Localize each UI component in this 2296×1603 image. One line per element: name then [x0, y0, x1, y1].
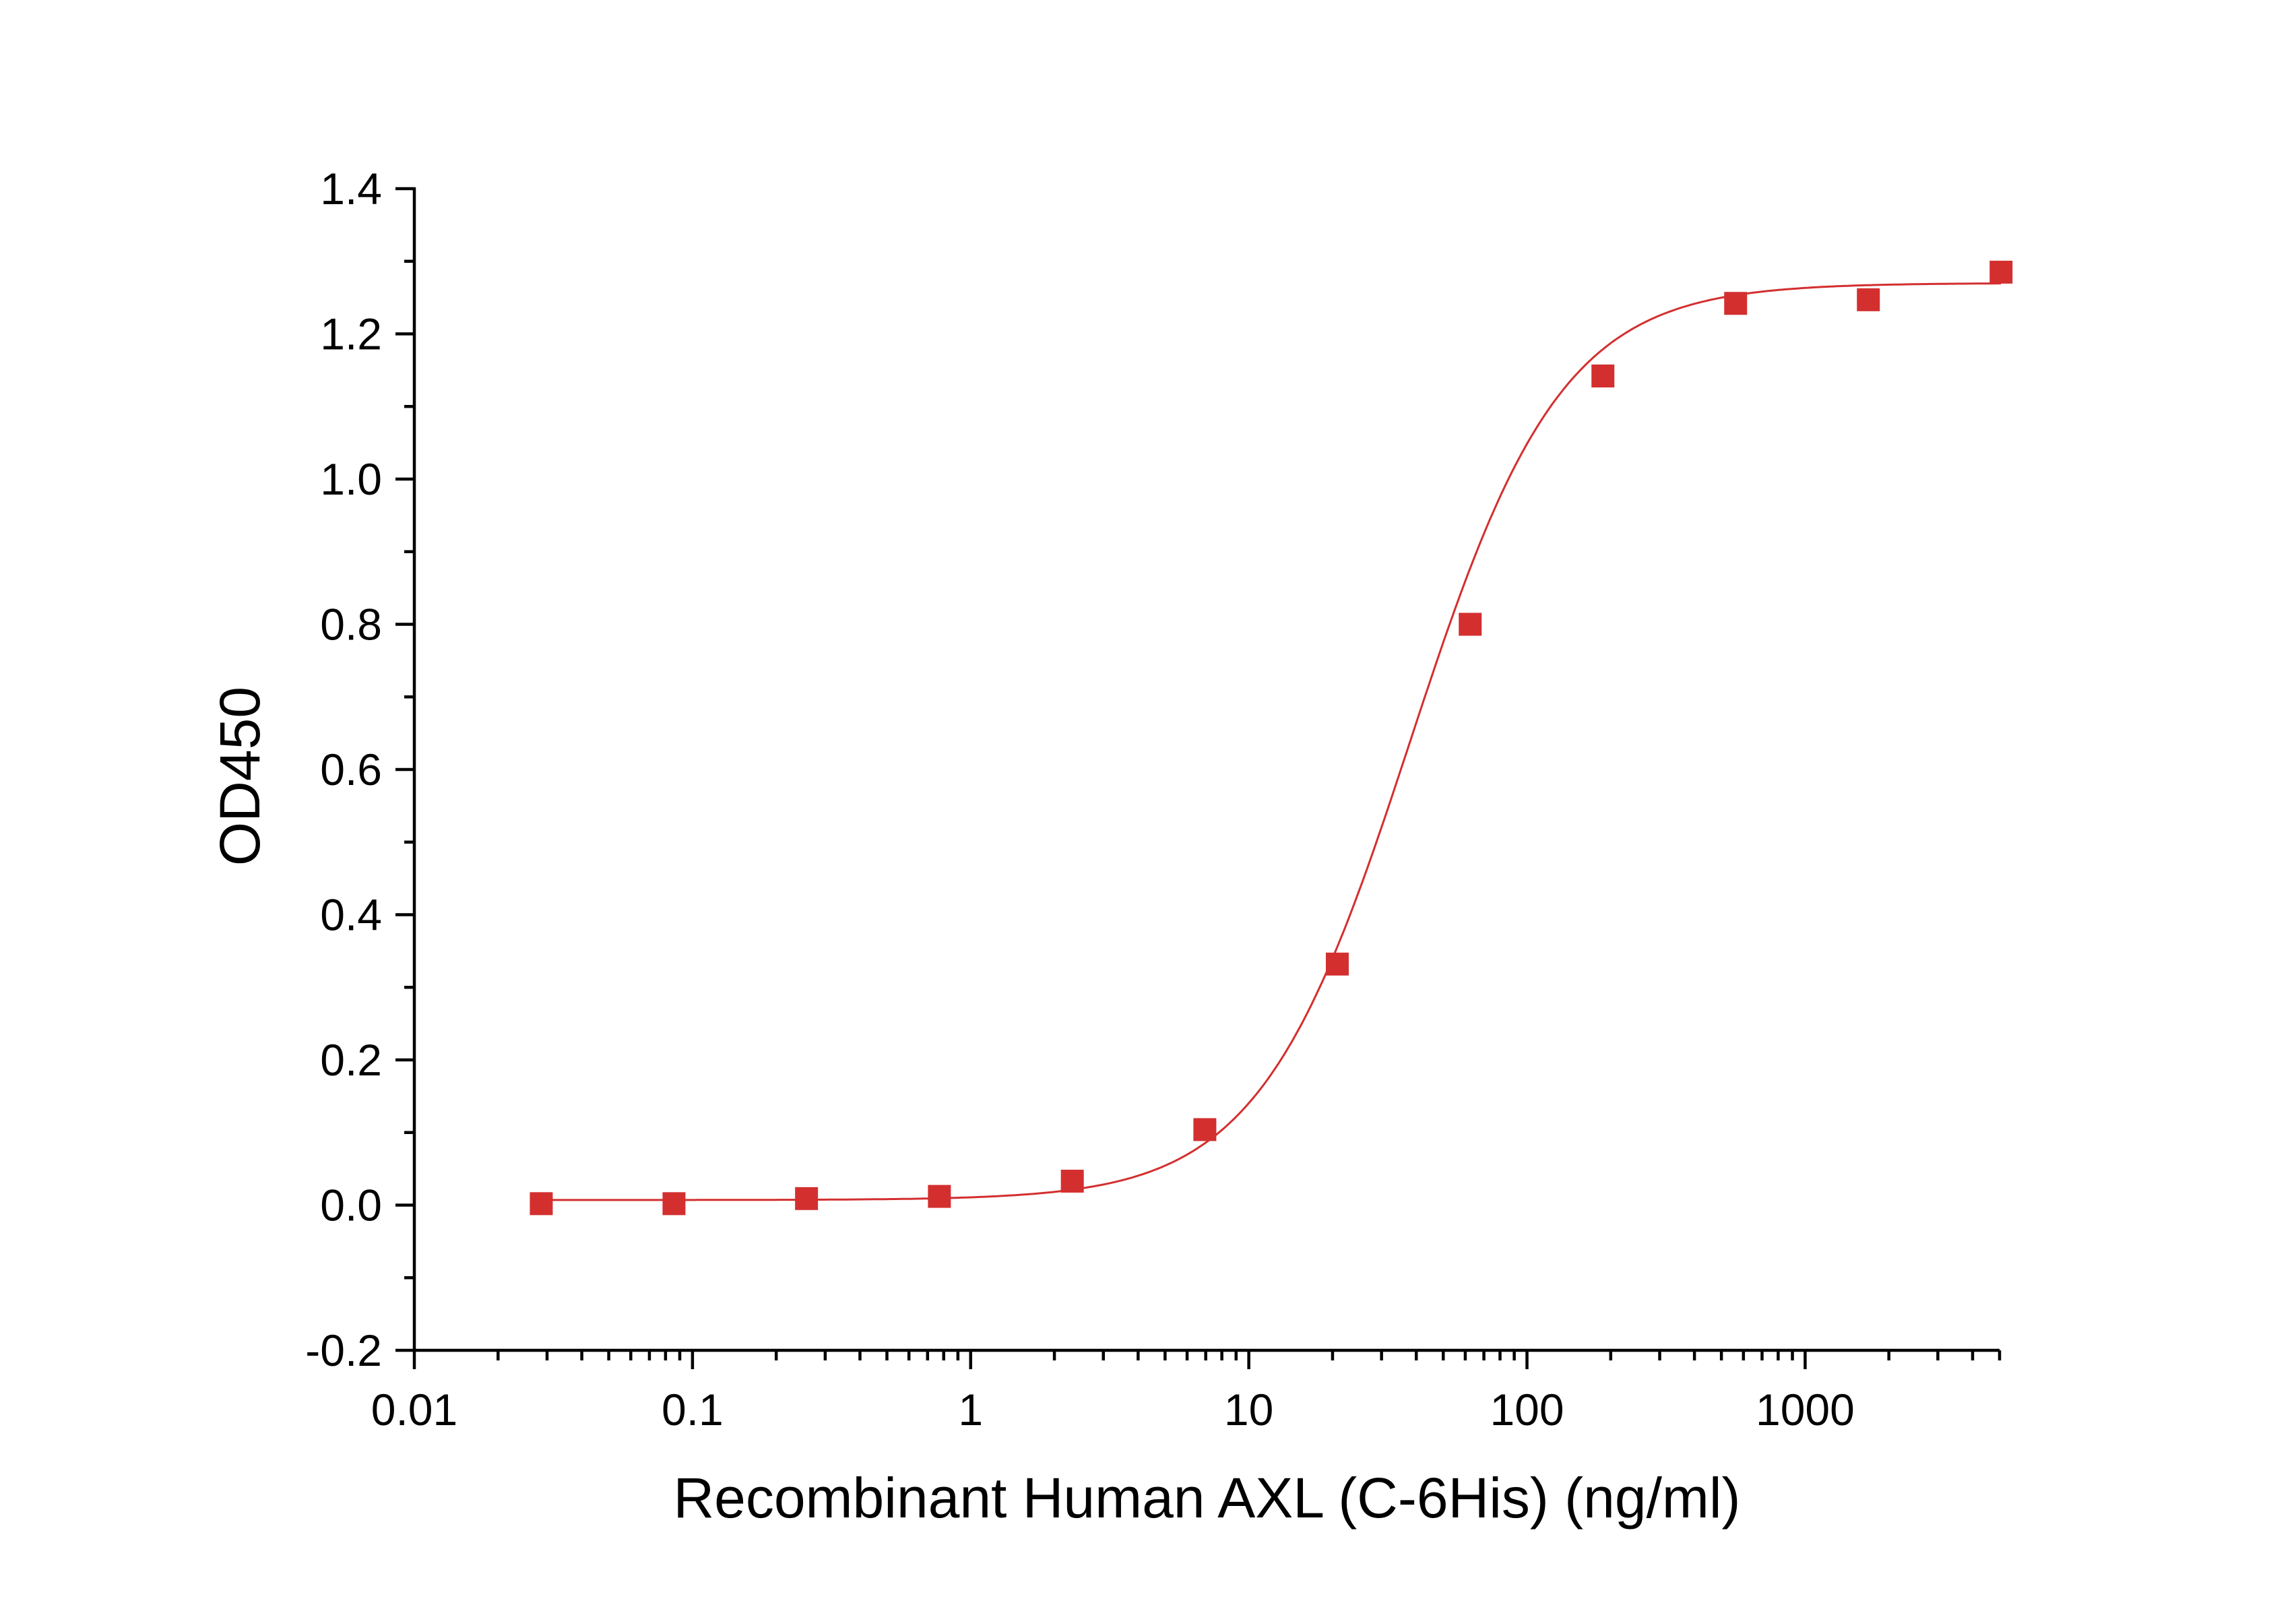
data-point — [1193, 1118, 1217, 1141]
data-point — [1989, 260, 2013, 284]
fit-curve-group — [541, 282, 2002, 1201]
data-point — [1325, 952, 1349, 976]
x-tick-label: 0.1 — [662, 1385, 724, 1435]
data-point — [1857, 288, 1880, 311]
y-tick-label: 1.2 — [320, 309, 382, 359]
y-tick-label: 1.4 — [320, 164, 382, 214]
y-tick-label: 0.0 — [320, 1181, 382, 1230]
axes — [412, 187, 2000, 1352]
data-point — [928, 1185, 951, 1208]
x-tick-label: 10 — [1224, 1385, 1273, 1435]
y-tick-label: 0.6 — [320, 745, 382, 794]
y-axis-title: OD450 — [208, 687, 272, 866]
data-points — [530, 260, 2013, 1216]
data-point — [662, 1192, 686, 1216]
x-tick-label: 1 — [958, 1385, 983, 1435]
data-point — [795, 1187, 819, 1210]
data-point — [530, 1192, 553, 1216]
data-point — [1060, 1169, 1084, 1193]
y-tick-label: 0.8 — [320, 600, 382, 650]
x-tick-label: 100 — [1490, 1385, 1564, 1435]
y-tick-label: 0.2 — [320, 1035, 382, 1085]
y-tick-label: -0.2 — [305, 1325, 382, 1375]
ticks: -0.2 0.0 0.2 0.4 0.6 0.8 1.0 1.2 1.4 0.01 0.1 1 10 10… — [305, 164, 2002, 1435]
data-point — [1724, 292, 1748, 315]
data-point — [1591, 364, 1615, 387]
fit-curve — [541, 282, 2002, 1201]
y-tick-label: 1.0 — [320, 454, 382, 504]
x-tick-label: 1000 — [1756, 1385, 1855, 1435]
y-tick-label: 0.4 — [320, 890, 382, 940]
x-axis-title: Recombinant Human AXL (C-6His) (ng/ml) — [673, 1466, 1740, 1530]
x-tick-label: 0.01 — [371, 1385, 457, 1435]
data-point — [1459, 612, 1482, 636]
